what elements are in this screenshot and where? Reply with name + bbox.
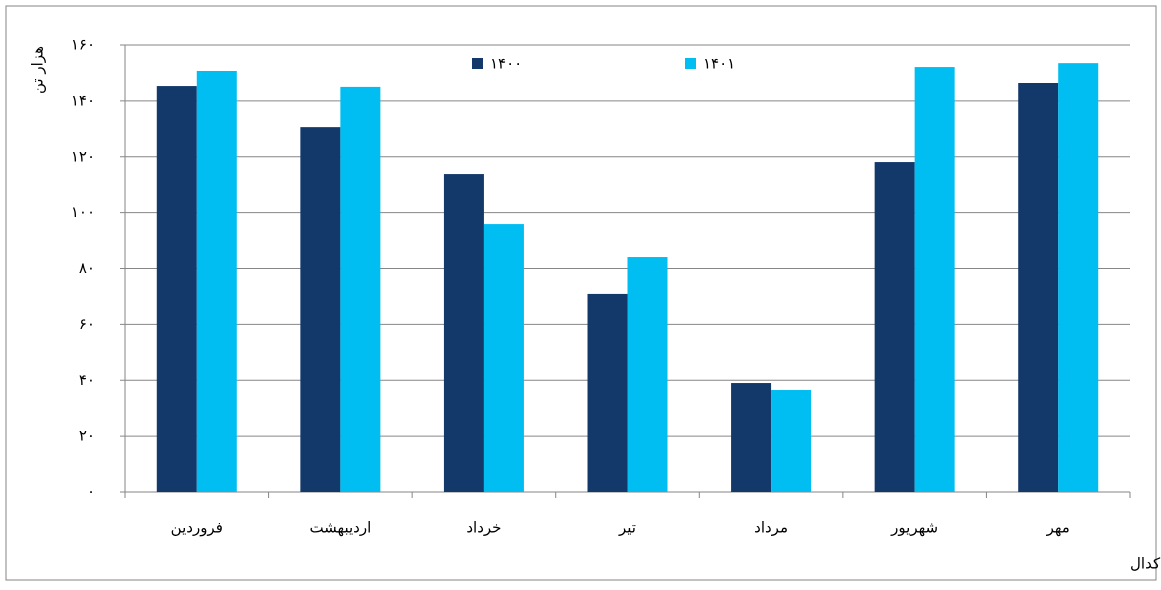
bar [874, 162, 915, 493]
y-tick-label: ۱۶۰ [71, 36, 95, 54]
x-tick-label: تیر [618, 519, 636, 537]
y-tick-label: ۱۰۰ [71, 203, 95, 221]
bar [1018, 82, 1059, 493]
x-tick-label: اردیبهشت [309, 519, 371, 537]
bar [914, 67, 955, 493]
y-tick-label: ۲۰ [79, 427, 95, 445]
y-tick-label: ۴۰ [79, 371, 95, 389]
bar [483, 224, 524, 492]
bar [443, 174, 484, 493]
bar [1058, 63, 1099, 493]
source-note: منبع: کدال [1130, 555, 1161, 573]
bar [340, 86, 381, 492]
x-tick-label: مهر [1046, 519, 1070, 537]
bar [587, 293, 628, 492]
y-tick-label: ۸۰ [79, 259, 95, 277]
x-tick-label: خرداد [466, 519, 501, 537]
bar [771, 390, 812, 492]
y-tick-label: ۶۰ [79, 315, 95, 333]
legend-label: ۱۴۰۰ [490, 55, 522, 73]
bar [627, 257, 668, 492]
legend-swatch [472, 58, 483, 69]
y-tick-label: ۱۴۰ [71, 91, 95, 109]
bar [156, 86, 197, 493]
bar [731, 383, 772, 492]
legend-swatch [685, 58, 696, 69]
y-tick-label: ۱۲۰ [71, 147, 95, 165]
x-tick-label: مرداد [754, 519, 788, 537]
bar [300, 127, 341, 492]
x-tick-label: شهریور [890, 519, 938, 537]
x-tick-label: فروردین [171, 519, 223, 537]
legend-label: ۱۴۰۱ [703, 55, 735, 73]
bar [196, 70, 237, 492]
y-axis-label: هزار تن [29, 46, 47, 94]
y-tick-label: ۰ [87, 483, 95, 501]
